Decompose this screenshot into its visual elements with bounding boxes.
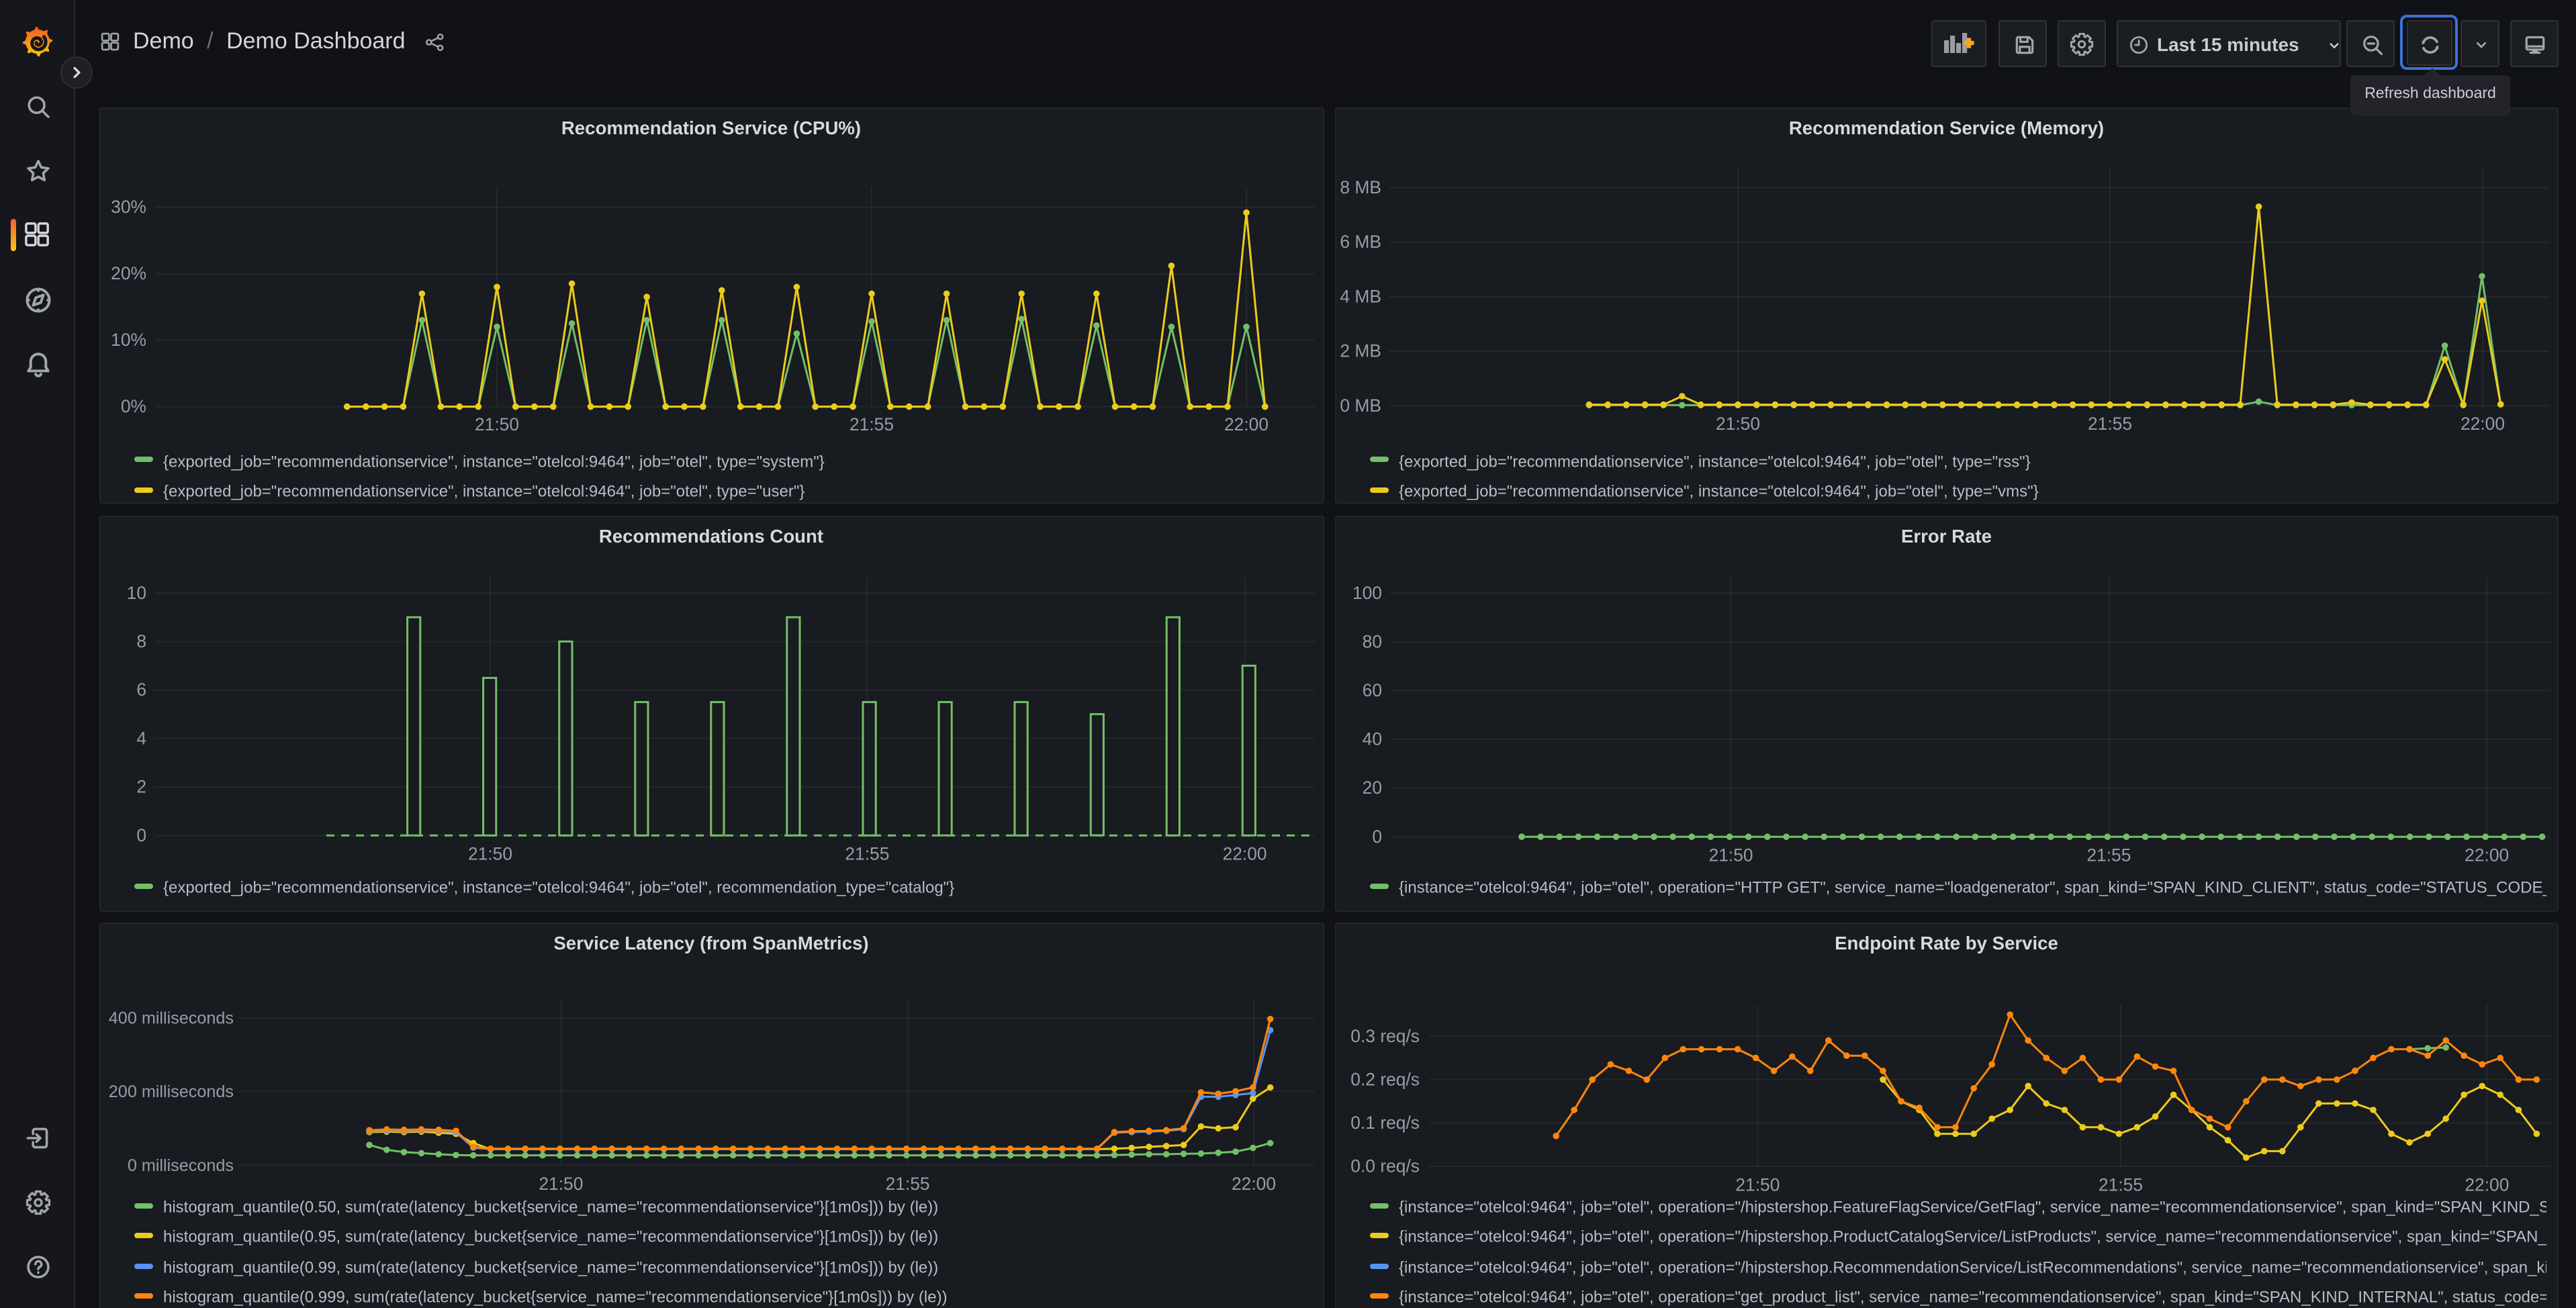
svg-text:4: 4 [136, 727, 146, 747]
svg-text:21:50: 21:50 [538, 1174, 582, 1194]
svg-text:10: 10 [126, 582, 146, 602]
svg-text:6 MB: 6 MB [1339, 232, 1381, 252]
svg-text:40: 40 [1362, 729, 1381, 749]
svg-text:21:55: 21:55 [2086, 845, 2130, 865]
svg-text:21:55: 21:55 [849, 414, 893, 434]
svg-text:60: 60 [1362, 680, 1381, 700]
svg-text:400 milliseconds: 400 milliseconds [108, 1009, 233, 1028]
svg-text:22:00: 22:00 [1231, 1174, 1275, 1194]
svg-text:21:55: 21:55 [2087, 414, 2131, 434]
svg-text:0.2 req/s: 0.2 req/s [1350, 1069, 1419, 1089]
svg-text:10%: 10% [110, 330, 146, 350]
svg-text:6: 6 [136, 679, 146, 699]
svg-text:0 milliseconds: 0 milliseconds [127, 1156, 233, 1175]
svg-text:21:55: 21:55 [2098, 1175, 2142, 1195]
svg-text:80: 80 [1362, 630, 1381, 651]
svg-text:21:50: 21:50 [474, 414, 518, 434]
svg-text:2 MB: 2 MB [1339, 341, 1381, 361]
svg-text:0.1 req/s: 0.1 req/s [1350, 1113, 1419, 1133]
svg-text:0 MB: 0 MB [1339, 395, 1381, 416]
svg-text:22:00: 22:00 [2464, 845, 2508, 865]
svg-text:20: 20 [1362, 777, 1381, 797]
svg-text:22:00: 22:00 [1222, 843, 1267, 863]
svg-text:30%: 30% [110, 197, 146, 217]
svg-text:100: 100 [1352, 582, 1381, 602]
svg-text:22:00: 22:00 [2460, 414, 2504, 434]
svg-text:21:55: 21:55 [844, 843, 888, 863]
svg-text:8: 8 [136, 630, 146, 651]
svg-text:21:50: 21:50 [1708, 845, 1753, 865]
svg-text:0: 0 [1371, 826, 1381, 846]
svg-text:2: 2 [136, 776, 146, 796]
svg-text:22:00: 22:00 [2464, 1175, 2508, 1195]
svg-text:22:00: 22:00 [1224, 414, 1268, 434]
svg-text:4 MB: 4 MB [1339, 286, 1381, 306]
svg-text:20%: 20% [110, 263, 146, 283]
svg-text:21:50: 21:50 [467, 843, 512, 863]
svg-text:21:50: 21:50 [1715, 414, 1759, 434]
svg-text:0%: 0% [120, 396, 146, 416]
svg-text:21:55: 21:55 [885, 1174, 929, 1194]
svg-text:8 MB: 8 MB [1339, 177, 1381, 197]
svg-text:200 milliseconds: 200 milliseconds [108, 1082, 233, 1101]
svg-text:0.0 req/s: 0.0 req/s [1350, 1156, 1419, 1176]
svg-text:21:50: 21:50 [1735, 1175, 1779, 1195]
svg-text:0.3 req/s: 0.3 req/s [1350, 1026, 1419, 1046]
svg-text:0: 0 [136, 825, 146, 845]
